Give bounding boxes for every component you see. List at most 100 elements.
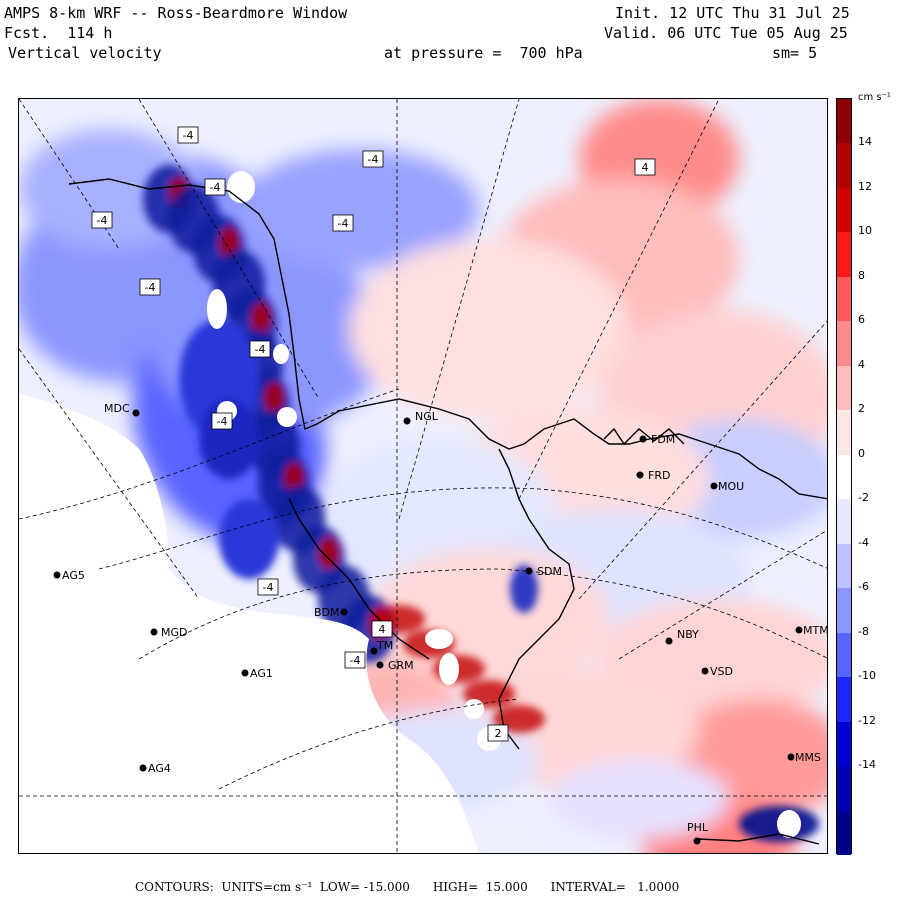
valid-time: Valid. 06 UTC Tue 05 Aug 25 [604, 24, 848, 42]
velocity-field [19, 99, 827, 853]
colorbar-tick-label: -8 [858, 624, 869, 638]
station-label: GRM [388, 659, 414, 672]
contour-label-box [139, 278, 161, 296]
station-label: FRD [648, 469, 670, 482]
graticule-line [19, 388, 400, 520]
station-dot [53, 571, 61, 579]
station-ag5: AG5 [53, 569, 85, 582]
colorbar-segment [837, 766, 851, 812]
map-canvas: MDC NGL FDM FRD MOU SDM AG5 MGD AG1 AG4 BDM TM GRM NB… [19, 99, 827, 853]
colorbar-tick-label: 6 [858, 313, 865, 327]
chain-streak [251, 302, 271, 334]
station-phl: PHL [687, 821, 709, 845]
station-label: FDM [651, 433, 675, 446]
contour-label-box [332, 214, 354, 232]
colorbar-tick-label: 10 [858, 224, 872, 238]
contour-label-text: -4 [145, 281, 156, 294]
station-dot [241, 669, 249, 677]
station-label: NGL [415, 410, 439, 423]
colorbar-unit: cm s⁻¹ [858, 92, 891, 103]
graticule-line [618, 529, 827, 660]
coastline-path [603, 427, 685, 446]
station-label: MDC [104, 402, 130, 415]
contour-label-text: -4 [263, 581, 274, 594]
graticule-line [138, 99, 320, 400]
colorbar-segment [837, 99, 851, 144]
station-mou: MOU [710, 480, 744, 493]
station-dot [525, 567, 533, 575]
colorbar-segment [837, 721, 851, 767]
graticule-line [98, 487, 827, 570]
station-ngl: NGL [403, 410, 439, 425]
coast-band [510, 565, 538, 613]
station-label: TM [376, 639, 393, 652]
contour-label-box [177, 126, 199, 144]
station-label: MMS [795, 751, 821, 764]
coastline-path [498, 448, 575, 750]
contour-label-text: 4 [379, 623, 386, 636]
station-dot [403, 417, 411, 425]
contour-label-box [344, 651, 366, 669]
colorbar-tick-label: -10 [858, 669, 876, 683]
colorbar-tick-label: 2 [858, 402, 865, 416]
station-label: VSD [710, 665, 733, 678]
contour-label-box [371, 620, 393, 638]
station-mgd: MGD [150, 626, 188, 639]
station-dot [787, 753, 795, 761]
contour-label-text: -4 [350, 654, 361, 667]
station-dot [636, 471, 644, 479]
station-grm: GRM [376, 659, 414, 672]
no-data-patch [227, 171, 255, 203]
init-time: Init. 12 UTC Thu 31 Jul 25 [615, 4, 850, 22]
station-label: MGD [161, 626, 188, 639]
station-sdm: SDM [525, 565, 562, 578]
contour-info: CONTOURS: UNITS=cm s⁻¹ LOW= -15.000 HIGH… [135, 880, 680, 894]
contour-label: -4 [249, 340, 271, 358]
colorbar-tick-label: -14 [858, 758, 876, 772]
contour-label-box [211, 412, 233, 430]
graticule-line [518, 99, 720, 500]
coastline-path [68, 178, 827, 500]
smoothing-value: sm= 5 [772, 44, 818, 62]
anomaly-blob [349, 239, 629, 419]
graticule [19, 99, 827, 853]
map-overlays [19, 99, 827, 853]
contour-label: 4 [371, 620, 393, 638]
coastline-path [698, 833, 820, 845]
station-label: AG5 [62, 569, 85, 582]
colorbar-segment [837, 276, 851, 322]
station-ag4: AG4 [139, 762, 171, 775]
station-label: SDM [537, 565, 562, 578]
station-markers: MDC NGL FDM FRD MOU SDM AG5 MGD AG1 AG4 BDM TM GRM NB… [53, 402, 827, 845]
contour-label-box [249, 340, 271, 358]
graticule-line [218, 698, 520, 790]
colorbar-segment [837, 365, 851, 411]
station-bdm: BDM [314, 606, 348, 619]
no-data-patch [439, 653, 459, 685]
colorbar-segment [837, 677, 851, 723]
station-frd: FRD [636, 469, 670, 482]
station-dot [150, 628, 158, 636]
map-panel: MDC NGL FDM FRD MOU SDM AG5 MGD AG1 AG4 BDM TM GRM NB… [18, 98, 828, 854]
colorbar-segment [837, 632, 851, 678]
forecast-hour: Fcst. 114 h [4, 24, 113, 42]
station-mtm: MTM [795, 624, 827, 637]
contour-label: 2 [487, 724, 509, 742]
contour-label-text: -4 [255, 343, 266, 356]
contour-label-text: -4 [210, 181, 221, 194]
colorbar-segment [837, 499, 851, 545]
colorbar-segment [837, 321, 851, 367]
colorbar-segment [837, 454, 851, 500]
colorbar-segment [837, 143, 851, 189]
contour-label: -4 [139, 278, 161, 296]
station-dot [701, 667, 709, 675]
contour-label: -4 [332, 214, 354, 232]
contour-label: -4 [91, 211, 113, 229]
contour-label-text: -4 [217, 415, 228, 428]
colorbar [836, 98, 852, 856]
contour-label: -4 [177, 126, 199, 144]
station-label: MOU [718, 480, 744, 493]
station-dot [693, 837, 701, 845]
colorbar-tick-label: 4 [858, 357, 865, 371]
station-dot [370, 647, 378, 655]
